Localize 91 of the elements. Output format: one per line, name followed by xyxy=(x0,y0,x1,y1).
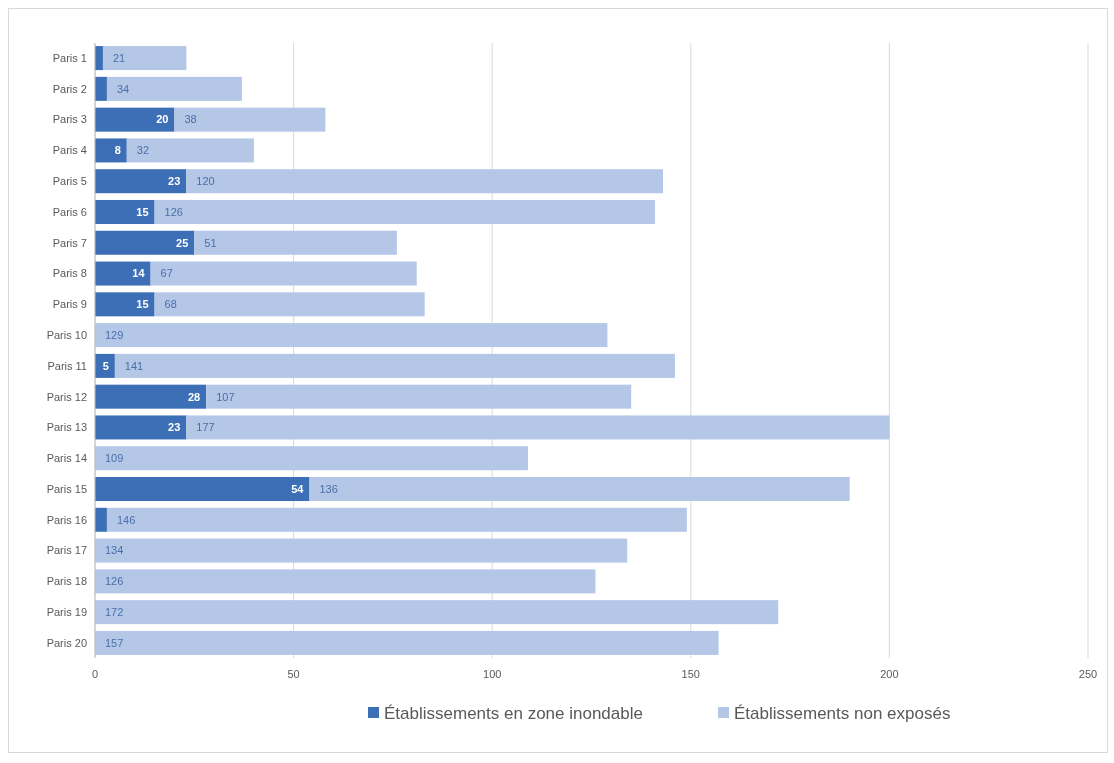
bar xyxy=(309,477,850,502)
data-label: 107 xyxy=(216,390,235,403)
legend-label: Établissements non exposés xyxy=(734,703,951,723)
bar xyxy=(95,261,151,286)
y-tick-label: Paris 6 xyxy=(52,205,87,218)
y-tick-label: Paris 5 xyxy=(52,175,87,188)
data-label: 15 xyxy=(136,205,149,218)
data-label: 120 xyxy=(196,175,215,188)
y-tick-label: Paris 8 xyxy=(52,267,87,280)
y-tick-label: Paris 14 xyxy=(46,452,87,465)
data-label: 23 xyxy=(168,175,181,188)
bar xyxy=(154,292,425,317)
data-label: 136 xyxy=(319,482,338,495)
data-label: 126 xyxy=(105,575,124,588)
legend-label: Établissements en zone inondable xyxy=(384,703,643,723)
bar xyxy=(186,415,890,440)
bar xyxy=(95,507,107,532)
bar xyxy=(95,169,187,194)
x-tick-label: 100 xyxy=(483,668,502,680)
bar xyxy=(154,199,656,224)
y-tick-label: Paris 7 xyxy=(52,236,87,249)
data-label: 15 xyxy=(136,298,149,311)
data-label: 109 xyxy=(105,452,124,465)
data-label: 23 xyxy=(168,421,181,434)
data-label: 129 xyxy=(105,328,124,341)
data-label: 25 xyxy=(176,236,189,249)
y-tick-label: Paris 15 xyxy=(46,482,87,495)
data-label: 172 xyxy=(105,605,124,618)
bar xyxy=(186,169,663,194)
bar xyxy=(95,569,596,594)
x-tick-label: 250 xyxy=(1078,668,1098,680)
x-tick-label: 50 xyxy=(287,668,300,680)
bar xyxy=(95,292,155,317)
data-label: 34 xyxy=(116,82,130,95)
y-tick-label: Paris 12 xyxy=(46,390,87,403)
data-label: 141 xyxy=(124,359,144,372)
data-label: 38 xyxy=(184,113,197,126)
bar xyxy=(95,323,608,348)
data-label: 68 xyxy=(164,298,177,311)
bar xyxy=(95,107,175,132)
data-label: 51 xyxy=(204,236,217,249)
bar xyxy=(95,538,628,563)
y-tick-label: Paris 19 xyxy=(46,605,87,618)
bar xyxy=(95,600,779,625)
y-tick-label: Paris 18 xyxy=(46,575,87,588)
y-tick-label: Paris 20 xyxy=(46,636,87,649)
bar xyxy=(106,76,242,101)
bar xyxy=(194,230,397,255)
data-label: 20 xyxy=(156,113,169,126)
data-label: 67 xyxy=(160,267,173,280)
y-tick-label: Paris 3 xyxy=(52,113,87,126)
data-label: 28 xyxy=(187,390,201,403)
bar xyxy=(95,199,155,224)
y-tick-label: Paris 9 xyxy=(52,298,87,311)
y-tick-label: Paris 10 xyxy=(46,328,87,341)
bar xyxy=(126,138,254,163)
bar xyxy=(150,261,417,286)
bar xyxy=(95,446,528,471)
bar xyxy=(114,353,675,378)
bar xyxy=(95,384,207,409)
data-label: 177 xyxy=(196,421,215,434)
x-tick-label: 0 xyxy=(91,668,99,680)
bar xyxy=(95,415,187,440)
y-tick-label: Paris 11 xyxy=(47,359,87,372)
data-label: 157 xyxy=(105,636,124,649)
bar xyxy=(102,46,187,71)
y-tick-label: Paris 1 xyxy=(52,51,87,64)
data-label: 21 xyxy=(112,51,126,64)
data-label: 8 xyxy=(114,144,121,157)
y-tick-label: Paris 17 xyxy=(46,544,87,557)
data-label: 14 xyxy=(132,267,146,280)
bar xyxy=(106,507,687,532)
x-tick-label: 200 xyxy=(880,668,899,680)
y-tick-label: Paris 2 xyxy=(52,82,87,95)
data-label: 32 xyxy=(136,144,150,157)
data-label: 146 xyxy=(116,513,136,526)
data-label: 5 xyxy=(102,359,109,372)
data-label: 134 xyxy=(105,544,124,557)
bar xyxy=(95,230,195,255)
data-label: 126 xyxy=(164,205,183,218)
data-label: 54 xyxy=(291,482,305,495)
y-tick-label: Paris 13 xyxy=(46,421,87,434)
x-tick-label: 150 xyxy=(681,668,700,680)
bar xyxy=(95,76,107,101)
bar xyxy=(206,384,632,409)
bar xyxy=(174,107,326,132)
y-tick-label: Paris 4 xyxy=(52,144,87,157)
bar xyxy=(95,477,310,502)
bar xyxy=(95,630,719,655)
y-tick-label: Paris 16 xyxy=(46,513,87,526)
bar xyxy=(95,138,127,163)
